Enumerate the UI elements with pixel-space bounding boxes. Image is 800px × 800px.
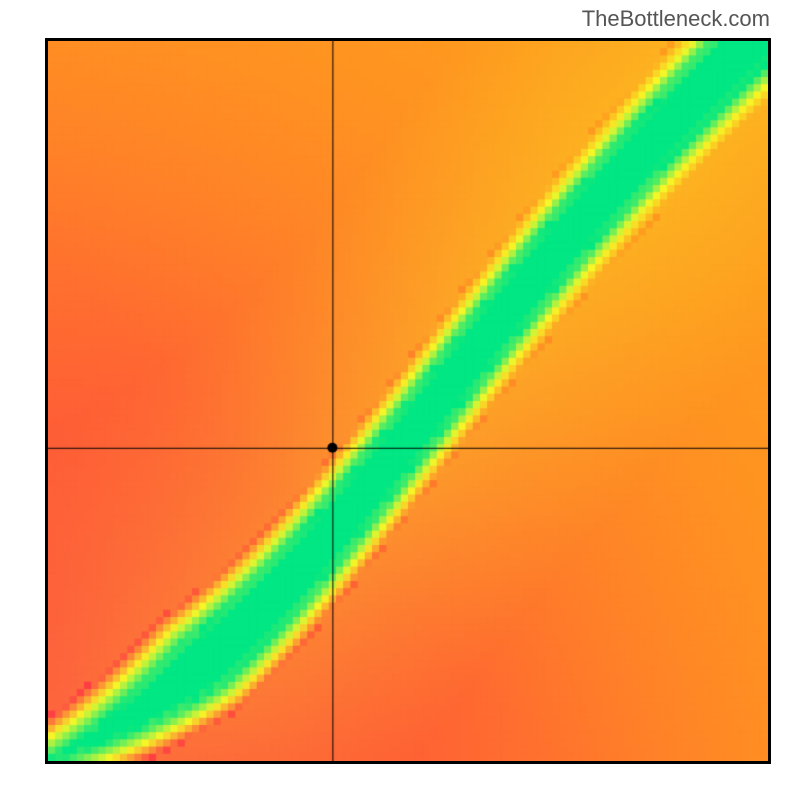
watermark-text: TheBottleneck.com bbox=[582, 6, 770, 32]
plot-frame bbox=[45, 38, 771, 764]
chart-container: TheBottleneck.com bbox=[0, 0, 800, 800]
heatmap-canvas bbox=[48, 41, 768, 761]
